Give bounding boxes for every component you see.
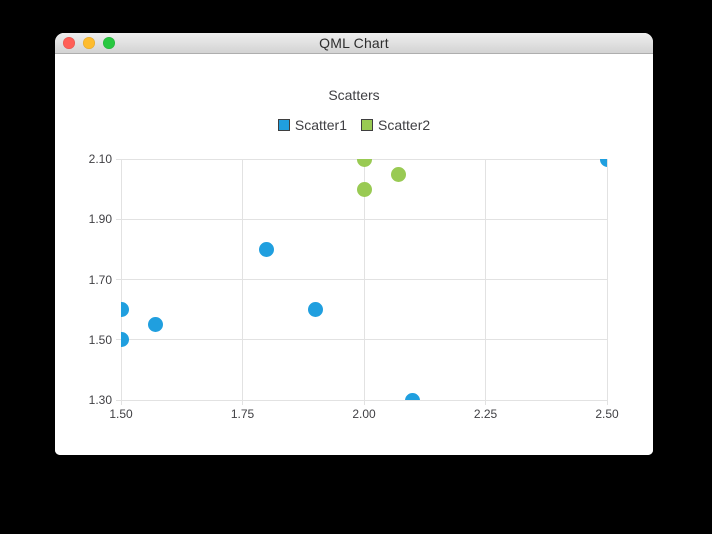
x-gridline [363,159,365,405]
legend-label-scatter2: Scatter2 [378,117,431,133]
legend-marker-scatter1-icon [277,119,290,131]
scatter-point [121,332,129,348]
title-bar[interactable]: QML Chart [55,33,653,54]
minimize-button[interactable] [83,37,95,49]
x-gridline [242,159,243,405]
y-axis-tick-label: 1.50 [88,332,112,347]
plot-area [121,159,607,400]
x-gridline [606,159,608,405]
window-title: QML Chart [319,35,389,51]
legend-label-scatter1: Scatter1 [294,117,347,133]
x-axis-tick-label: 2.00 [352,407,376,421]
legend-item-scatter1: Scatter1 [277,117,347,133]
scatter-point [390,166,406,182]
y-axis-tick-label: 1.30 [88,393,112,407]
y-gridline [116,279,607,280]
legend: Scatter1 Scatter2 [55,117,653,133]
legend-marker-scatter2-icon [361,119,373,131]
y-gridline [116,218,607,220]
scatter-point [405,392,421,400]
x-axis-tick-label: 2.25 [473,407,498,421]
y-axis-tick-label: 1.70 [88,272,112,287]
scatter-point [356,181,372,197]
y-axis-tick-label: 2.10 [88,152,112,166]
zoom-button[interactable] [103,37,115,49]
x-gridline [120,159,122,405]
legend-item-scatter2: Scatter2 [361,117,430,133]
traffic-lights [63,37,115,49]
y-axis-tick-label: 1.90 [88,212,112,227]
scatter-point [356,159,372,167]
y-gridline [116,339,607,341]
scatter-point [307,302,323,318]
close-button[interactable] [63,37,75,49]
chart-title: Scatters [328,87,380,103]
y-gridline [116,399,607,401]
chart-view: Scatters Scatter1 Scatter2 1.50 1.75 2.00 2… [55,54,653,455]
x-axis-tick-label: 2.50 [595,407,619,421]
scatter-point [147,317,163,333]
x-gridline [485,159,486,405]
scatter-point [259,241,275,257]
scatter-point [121,302,129,318]
app-window: QML Chart Scatters Scatter1 Scatter2 1.5… [55,33,653,455]
scatter-point [599,159,607,167]
x-axis-tick-label: 1.75 [230,407,255,421]
x-axis-tick-label: 1.50 [109,407,133,421]
